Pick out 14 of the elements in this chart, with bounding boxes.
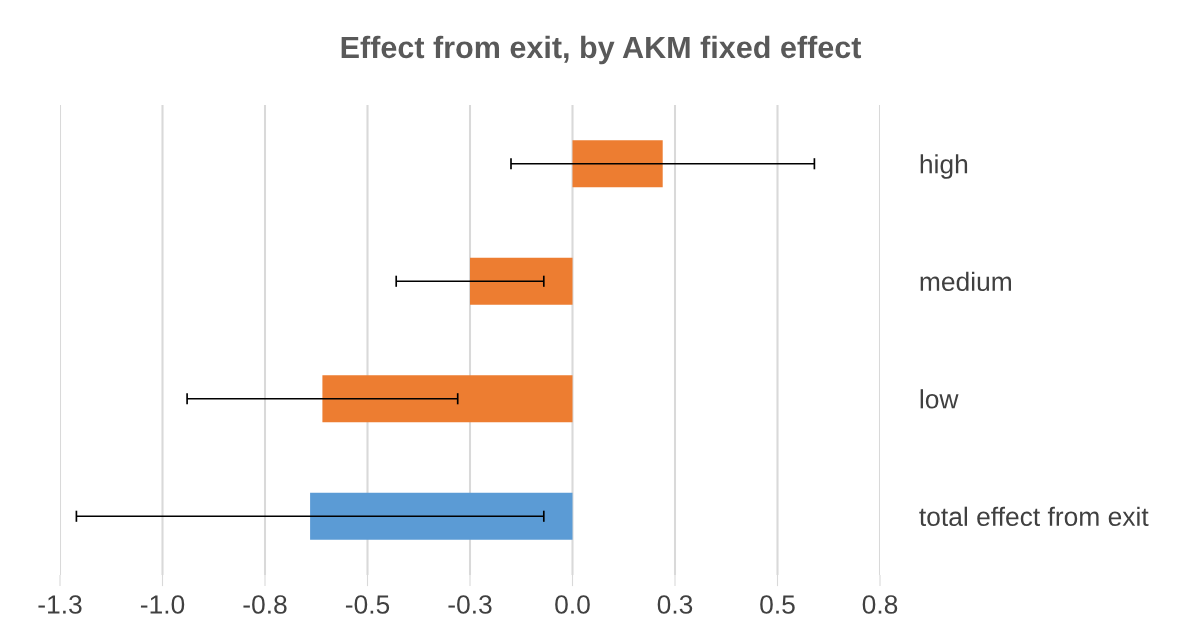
x-tick-label: 0.3 xyxy=(657,595,693,614)
y-tick-label: total effect from exit xyxy=(919,506,1149,527)
y-tick-label: high xyxy=(920,154,968,179)
x-tick-label: -1.3 xyxy=(38,595,82,614)
x-tick-label: -0.8 xyxy=(243,595,287,614)
chart-title: Effect from exit, by AKM fixed effect xyxy=(341,35,862,65)
y-tick-label: low xyxy=(920,389,959,409)
x-tick-label: -0.5 xyxy=(345,595,390,614)
y-tick-label: medium xyxy=(920,271,1011,292)
x-tick-label: 0.0 xyxy=(555,595,590,614)
x-tick-label: -1.0 xyxy=(140,595,185,614)
x-tick-label: 0.5 xyxy=(760,595,795,614)
x-tick-label: -0.3 xyxy=(448,595,492,614)
x-tick-label: 0.8 xyxy=(862,595,898,614)
